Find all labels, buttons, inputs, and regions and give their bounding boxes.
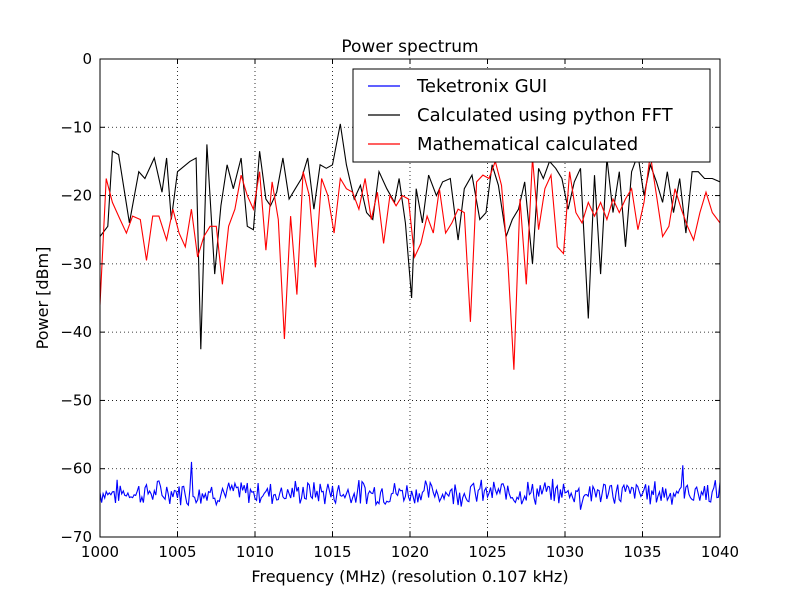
series-python-fft [100, 123, 720, 350]
x-tick-label: 1030 [546, 543, 584, 561]
legend-label-teketronix: Teketronix GUI [416, 76, 547, 97]
series-teketronix-gui [100, 461, 720, 510]
y-tick-label: 0 [82, 50, 92, 68]
x-tick-label: 1010 [236, 543, 274, 561]
x-tick-label: 1015 [313, 543, 351, 561]
chart-title: Power spectrum [341, 37, 478, 57]
y-tick-label: −70 [60, 528, 92, 546]
y-axis-label: Power [dBm] [33, 247, 52, 350]
x-tick-label: 1000 [81, 543, 119, 561]
y-tick-label: −40 [60, 323, 92, 341]
x-tick-label: 1035 [623, 543, 661, 561]
x-tick-label: 1020 [391, 543, 429, 561]
series-lines [100, 123, 720, 510]
y-tick-label: −20 [60, 187, 92, 205]
y-tick-label: −30 [60, 255, 92, 273]
legend-label-mathematical: Mathematical calculated [417, 134, 638, 155]
series-mathematical [100, 154, 720, 370]
axis-ticks: 1000 1005 1010 1015 1020 1025 1030 1035 1040 0 −10… [60, 50, 739, 561]
legend-label-python-fft: Calculated using python FFT [417, 105, 674, 126]
x-axis-label: Frequency (MHz) (resolution 0.107 kHz) [251, 567, 568, 586]
x-tick-label: 1040 [701, 543, 739, 561]
y-tick-label: −60 [60, 460, 92, 478]
legend: Teketronix GUI Calculated using python F… [352, 68, 711, 163]
x-tick-label: 1025 [468, 543, 506, 561]
y-tick-label: −10 [60, 118, 92, 136]
y-tick-label: −50 [60, 391, 92, 409]
legend-box [352, 68, 711, 163]
x-tick-label: 1005 [158, 543, 196, 561]
